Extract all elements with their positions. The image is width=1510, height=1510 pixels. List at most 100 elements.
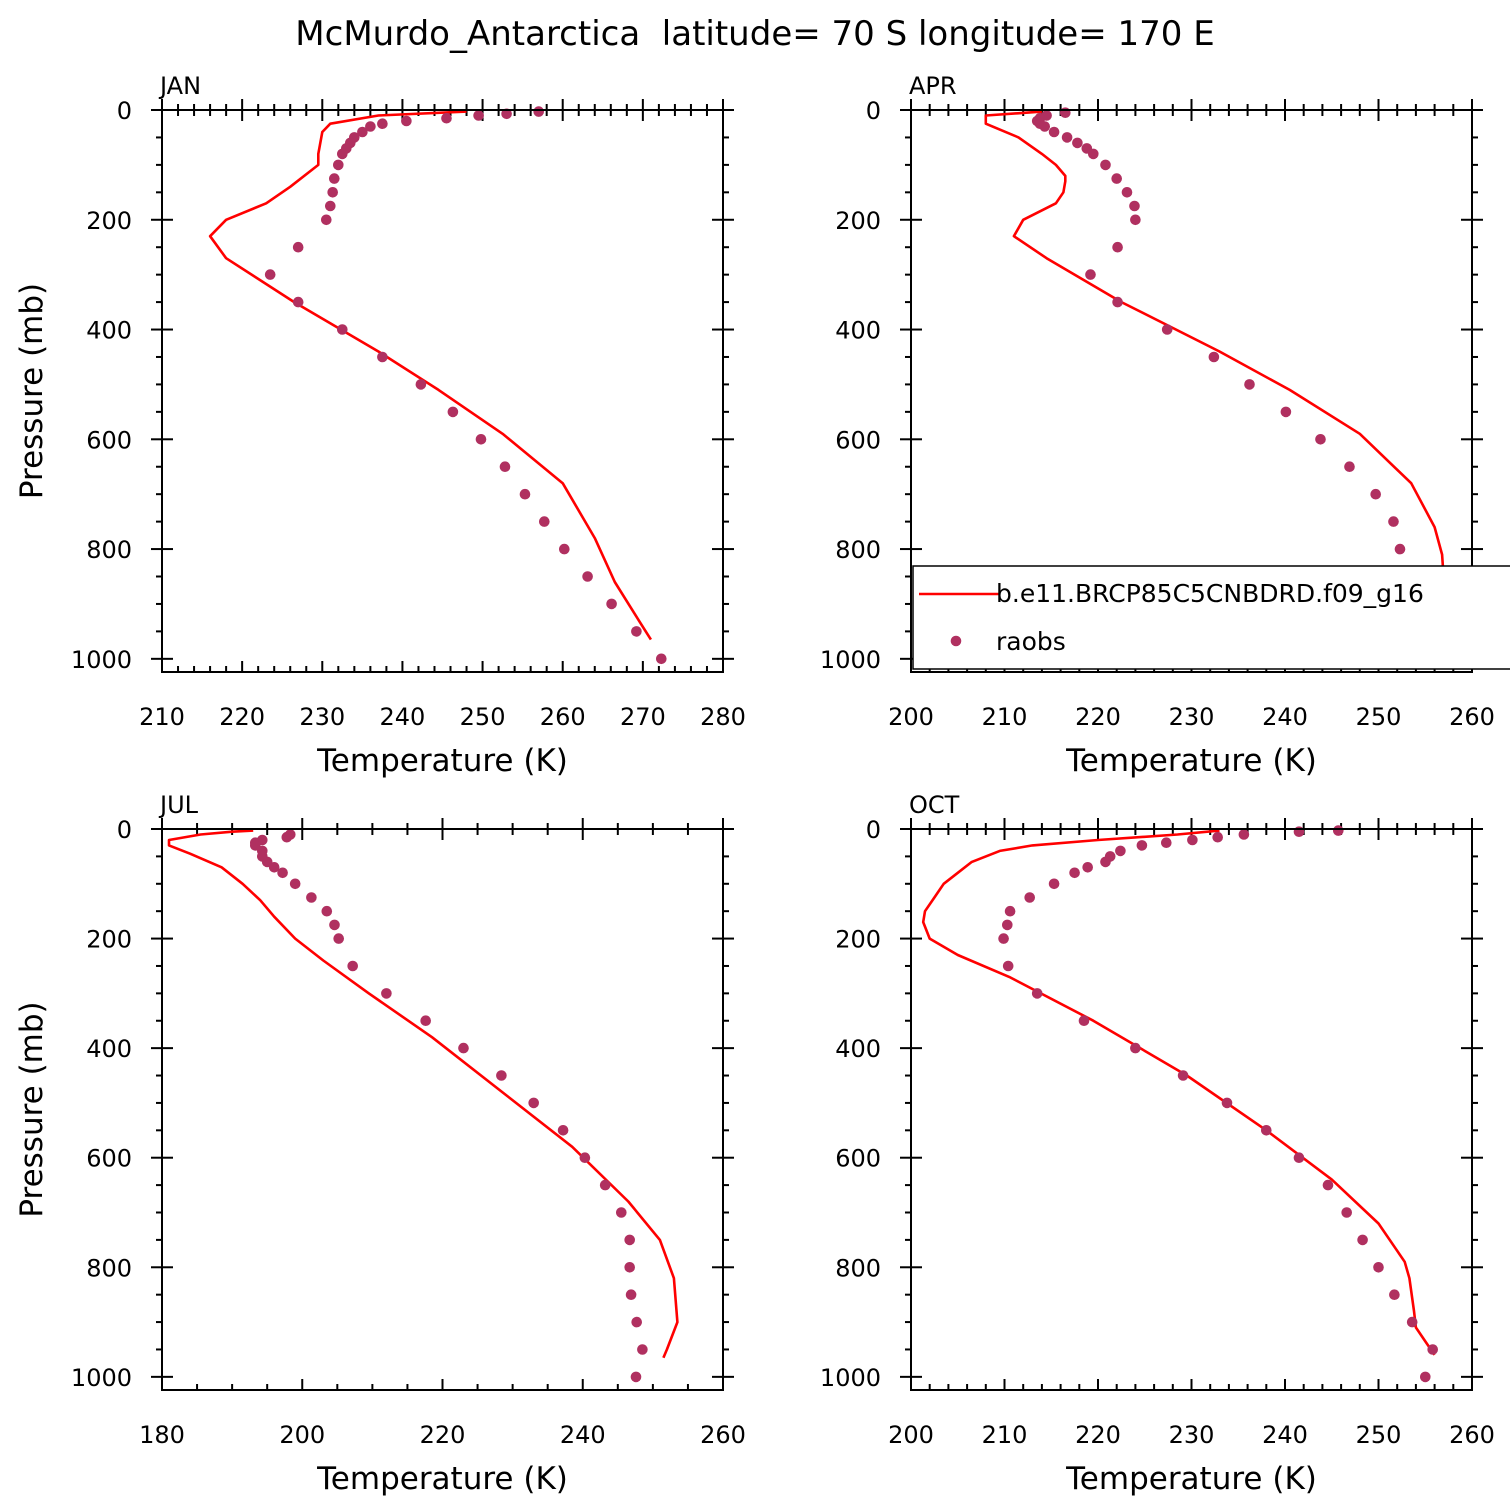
obs-point bbox=[1238, 829, 1250, 840]
panel-jul: JUL 180 200 220 240 260 0 200 400 600 800 1000 Tempe… bbox=[14, 791, 746, 1497]
obs-point bbox=[475, 434, 487, 445]
obs-series bbox=[998, 825, 1438, 1383]
legend-model-label: b.e11.BRCP85C5CNBDRD.f09_g16 bbox=[996, 579, 1424, 608]
obs-point bbox=[606, 598, 617, 610]
obs-point bbox=[1341, 1207, 1352, 1218]
obs-point bbox=[357, 126, 368, 138]
obs-point bbox=[321, 905, 333, 917]
x-tick-label: 270 bbox=[620, 703, 666, 731]
obs-point bbox=[1024, 892, 1035, 903]
obs-point bbox=[292, 241, 304, 253]
obs-point bbox=[321, 214, 332, 226]
obs-point bbox=[333, 159, 344, 171]
x-tick-label: 200 bbox=[888, 703, 934, 731]
obs-series bbox=[250, 829, 648, 1383]
y-axis-label: Pressure (mb) bbox=[14, 1001, 50, 1217]
y-tick-label: 200 bbox=[86, 207, 132, 235]
obs-point bbox=[1420, 1371, 1431, 1383]
obs-point bbox=[998, 933, 1009, 944]
panel-jan: JAN 210 220 230 240 250 260 270 280 0 200 400 600 800… bbox=[14, 72, 746, 779]
panel-oct: OCT 200 210 220 230 240 250 260 0 200 400 600 800 100… bbox=[820, 791, 1495, 1497]
model-series-line bbox=[167, 829, 679, 1359]
obs-point bbox=[533, 106, 544, 117]
x-axis-label: Temperature (K) bbox=[316, 1461, 568, 1497]
y-tick-label: 1000 bbox=[820, 646, 881, 674]
obs-series bbox=[264, 106, 667, 665]
y-tick-label: 200 bbox=[835, 207, 881, 235]
legend-obs-swatch bbox=[950, 635, 962, 647]
obs-point bbox=[347, 960, 359, 972]
x-axis-label: Temperature (K) bbox=[1065, 1461, 1317, 1497]
x-tick-label: 240 bbox=[1262, 1421, 1308, 1449]
obs-point bbox=[1085, 269, 1096, 280]
obs-point bbox=[624, 1234, 635, 1246]
obs-point bbox=[1315, 434, 1326, 445]
x-tick-label: 280 bbox=[700, 703, 746, 731]
obs-point bbox=[1039, 121, 1050, 132]
x-tick-label: 260 bbox=[1449, 703, 1495, 731]
obs-point bbox=[1161, 837, 1172, 848]
x-tick-label: 240 bbox=[1262, 703, 1308, 731]
y-tick-label: 0 bbox=[117, 816, 132, 844]
x-tick-label: 260 bbox=[1449, 1421, 1495, 1449]
obs-point bbox=[1121, 187, 1133, 198]
plot-frame bbox=[910, 109, 1473, 673]
obs-point bbox=[559, 543, 570, 555]
obs-point bbox=[441, 112, 452, 124]
obs-point bbox=[401, 115, 412, 127]
obs-point bbox=[1100, 159, 1111, 171]
obs-point bbox=[1293, 1152, 1305, 1163]
obs-point bbox=[337, 324, 348, 335]
obs-point bbox=[1427, 1344, 1438, 1355]
legend-obs-label: raobs bbox=[996, 627, 1066, 656]
obs-point bbox=[264, 269, 276, 280]
obs-point bbox=[631, 626, 642, 637]
y-tick-label: 800 bbox=[835, 536, 881, 564]
obs-point bbox=[1357, 1234, 1368, 1246]
obs-point bbox=[1212, 831, 1223, 843]
y-tick-label: 400 bbox=[835, 317, 881, 345]
x-tick-label: 220 bbox=[1075, 703, 1121, 731]
obs-point bbox=[458, 1042, 469, 1054]
obs-point bbox=[582, 571, 593, 582]
x-tick-label: 260 bbox=[700, 1421, 746, 1449]
model-series-line bbox=[984, 110, 1472, 641]
obs-point bbox=[1078, 1015, 1090, 1026]
x-tick-label: 250 bbox=[1356, 1421, 1402, 1449]
obs-point bbox=[281, 831, 293, 843]
obs-point bbox=[499, 461, 511, 473]
obs-point bbox=[625, 1289, 637, 1300]
panel-label: JAN bbox=[158, 72, 201, 100]
obs-point bbox=[557, 1125, 569, 1136]
obs-point bbox=[1187, 834, 1198, 846]
obs-point bbox=[473, 110, 484, 121]
obs-point bbox=[630, 1371, 642, 1383]
y-tick-label: 0 bbox=[866, 816, 881, 844]
x-axis-label: Temperature (K) bbox=[316, 743, 568, 779]
obs-point bbox=[637, 1344, 648, 1355]
obs-point bbox=[1112, 241, 1123, 253]
obs-point bbox=[519, 488, 531, 500]
obs-point bbox=[1161, 324, 1173, 335]
x-tick-label: 260 bbox=[540, 703, 586, 731]
y-tick-label: 600 bbox=[835, 426, 881, 454]
x-tick-label: 220 bbox=[219, 703, 265, 731]
panel-label: JUL bbox=[158, 791, 199, 819]
y-tick-label: 1000 bbox=[820, 1364, 881, 1392]
x-axis-label: Temperature (K) bbox=[1065, 743, 1317, 779]
x-tick-label: 200 bbox=[888, 1421, 934, 1449]
obs-point bbox=[327, 187, 339, 198]
obs-point bbox=[381, 988, 392, 999]
x-tick-label: 220 bbox=[420, 1421, 466, 1449]
obs-point bbox=[1004, 905, 1016, 917]
obs-point bbox=[1002, 960, 1014, 972]
obs-point bbox=[337, 148, 348, 160]
y-tick-label: 200 bbox=[86, 926, 132, 954]
obs-point bbox=[496, 1070, 507, 1081]
x-tick-label: 240 bbox=[560, 1421, 606, 1449]
obs-point bbox=[329, 173, 340, 184]
obs-point bbox=[1069, 867, 1080, 879]
y-tick-label: 400 bbox=[86, 1035, 132, 1063]
obs-point bbox=[1333, 825, 1344, 836]
obs-point bbox=[1221, 1097, 1233, 1109]
